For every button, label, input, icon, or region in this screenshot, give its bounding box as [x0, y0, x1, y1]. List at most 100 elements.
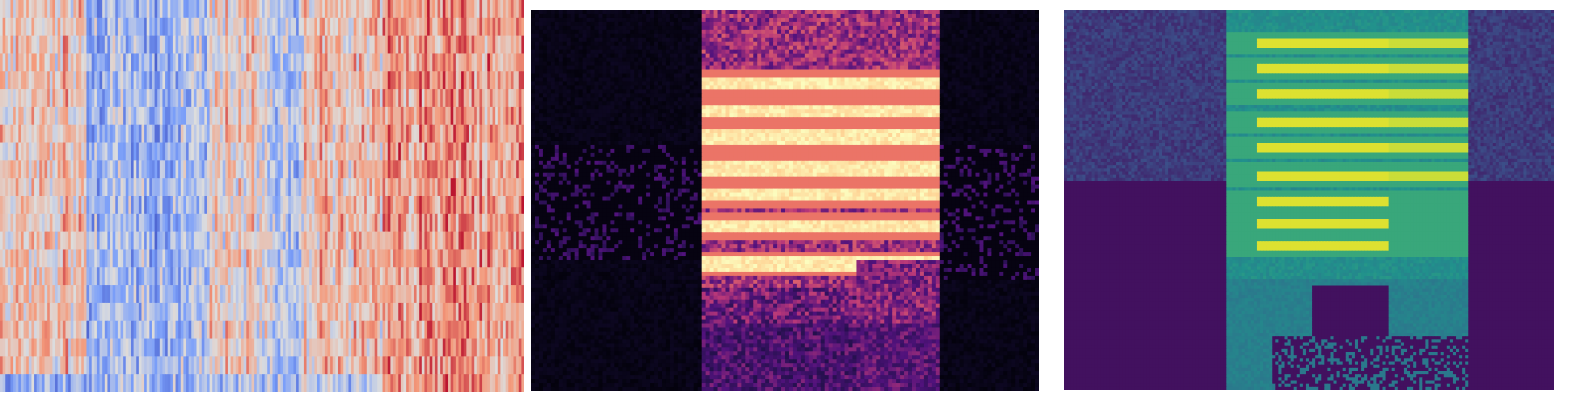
- mfcc-cell: [214, 106, 219, 126]
- mfcc-cell: [275, 178, 279, 197]
- mfcc-cell: [149, 160, 153, 179]
- mfcc-cell: [513, 320, 517, 340]
- mfcc-cell: [471, 267, 475, 286]
- mfcc-cell: [440, 17, 444, 37]
- mfcc-cell: [293, 160, 297, 179]
- mfcc-cell: [455, 89, 460, 108]
- mfcc-cell: [175, 213, 179, 233]
- mfcc-cell: [186, 356, 190, 375]
- mfcc-cell: [55, 249, 59, 268]
- mfcc-cell: [503, 285, 507, 304]
- mfcc-cell: [7, 196, 12, 215]
- mfcc-cell: [275, 320, 279, 340]
- mfcc-cell: [123, 213, 127, 233]
- mfcc-cell: [199, 89, 203, 108]
- mfcc-cell: [324, 338, 329, 357]
- mfcc-cell: [165, 71, 169, 90]
- mfcc-cell: [149, 285, 153, 304]
- mfcc-cell: [269, 196, 274, 215]
- mfcc-cell: [44, 320, 48, 340]
- mfcc-cell: [351, 267, 355, 286]
- mfcc-cell: [52, 53, 56, 72]
- mfcc-cell: [120, 213, 124, 233]
- mfcc-cell: [390, 285, 394, 304]
- mfcc-cell: [149, 267, 153, 286]
- mfcc-cell: [264, 196, 268, 215]
- mel-cell: [927, 17, 933, 23]
- mfcc-cell: [510, 320, 515, 340]
- mfcc-cell: [461, 302, 465, 322]
- mfcc-cell: [406, 249, 410, 268]
- mel-cell: [598, 10, 604, 15]
- mfcc-cell: [403, 124, 407, 144]
- mfcc-cell: [337, 160, 342, 179]
- mfcc-cell: [256, 302, 260, 322]
- mel-cell: [812, 10, 818, 15]
- mfcc-cell: [353, 320, 357, 340]
- mfcc-cell: [437, 302, 441, 322]
- mfcc-cell: [340, 35, 344, 55]
- mel-cell: [975, 13, 981, 19]
- mfcc-cell: [167, 374, 171, 392]
- mfcc-cell: [377, 356, 381, 375]
- mfcc-cell: [117, 267, 122, 286]
- mfcc-cell: [516, 249, 520, 268]
- mfcc-cell: [343, 142, 347, 161]
- mfcc-cell: [214, 302, 219, 322]
- mfcc-cell: [246, 231, 250, 251]
- mel-cell: [586, 21, 592, 27]
- mfcc-cell: [99, 89, 103, 108]
- mfcc-cell: [138, 124, 143, 144]
- mfcc-cell: [301, 320, 305, 340]
- mfcc-cell: [361, 17, 365, 37]
- mel-cell: [638, 21, 643, 27]
- mel-cell: [876, 10, 881, 15]
- mel-cell: [606, 17, 611, 23]
- mel-cell: [796, 13, 802, 19]
- mfcc-cell: [364, 0, 368, 19]
- mel-cell: [610, 21, 615, 27]
- mfcc-cell: [170, 302, 174, 322]
- mel-cell: [983, 21, 989, 27]
- mfcc-cell: [123, 196, 127, 215]
- mel-cell: [864, 21, 869, 27]
- mfcc-cell: [172, 89, 177, 108]
- mel-cell: [693, 10, 699, 15]
- mfcc-cell: [83, 196, 88, 215]
- mfcc-cell: [167, 285, 171, 304]
- mfcc-cell: [482, 53, 486, 72]
- mel-cell: [983, 10, 989, 15]
- mfcc-cell: [495, 285, 499, 304]
- mfcc-cell: [345, 124, 350, 144]
- mfcc-cell: [432, 285, 436, 304]
- mfcc-cell: [7, 17, 12, 37]
- mfcc-cell: [131, 89, 135, 108]
- mfcc-cell: [521, 17, 524, 37]
- mel-cell: [765, 13, 770, 19]
- mfcc-cell: [458, 320, 462, 340]
- mfcc-cell: [86, 356, 90, 375]
- mfcc-cell: [55, 338, 59, 357]
- mel-cell: [677, 17, 683, 23]
- mfcc-row: [0, 302, 524, 322]
- mfcc-cell: [41, 178, 46, 197]
- mfcc-cell: [374, 160, 378, 179]
- mfcc-cell: [277, 267, 281, 286]
- mfcc-cell: [497, 338, 502, 357]
- mfcc-cell: [413, 53, 418, 72]
- mfcc-cell: [199, 124, 203, 144]
- mfcc-cell: [259, 142, 263, 161]
- mel-cell: [681, 25, 687, 31]
- mfcc-cell: [374, 213, 378, 233]
- mfcc-cell: [484, 267, 488, 286]
- mel-cell: [669, 25, 675, 31]
- mfcc-cell: [306, 124, 310, 144]
- mfcc-cell: [89, 285, 93, 304]
- mfcc-cell: [364, 178, 368, 197]
- mfcc-cell: [327, 302, 331, 322]
- mfcc-cell: [314, 106, 318, 126]
- mfcc-cell: [332, 142, 336, 161]
- mfcc-cell: [345, 374, 350, 392]
- mfcc-cell: [298, 285, 302, 304]
- mfcc-cell: [487, 17, 491, 37]
